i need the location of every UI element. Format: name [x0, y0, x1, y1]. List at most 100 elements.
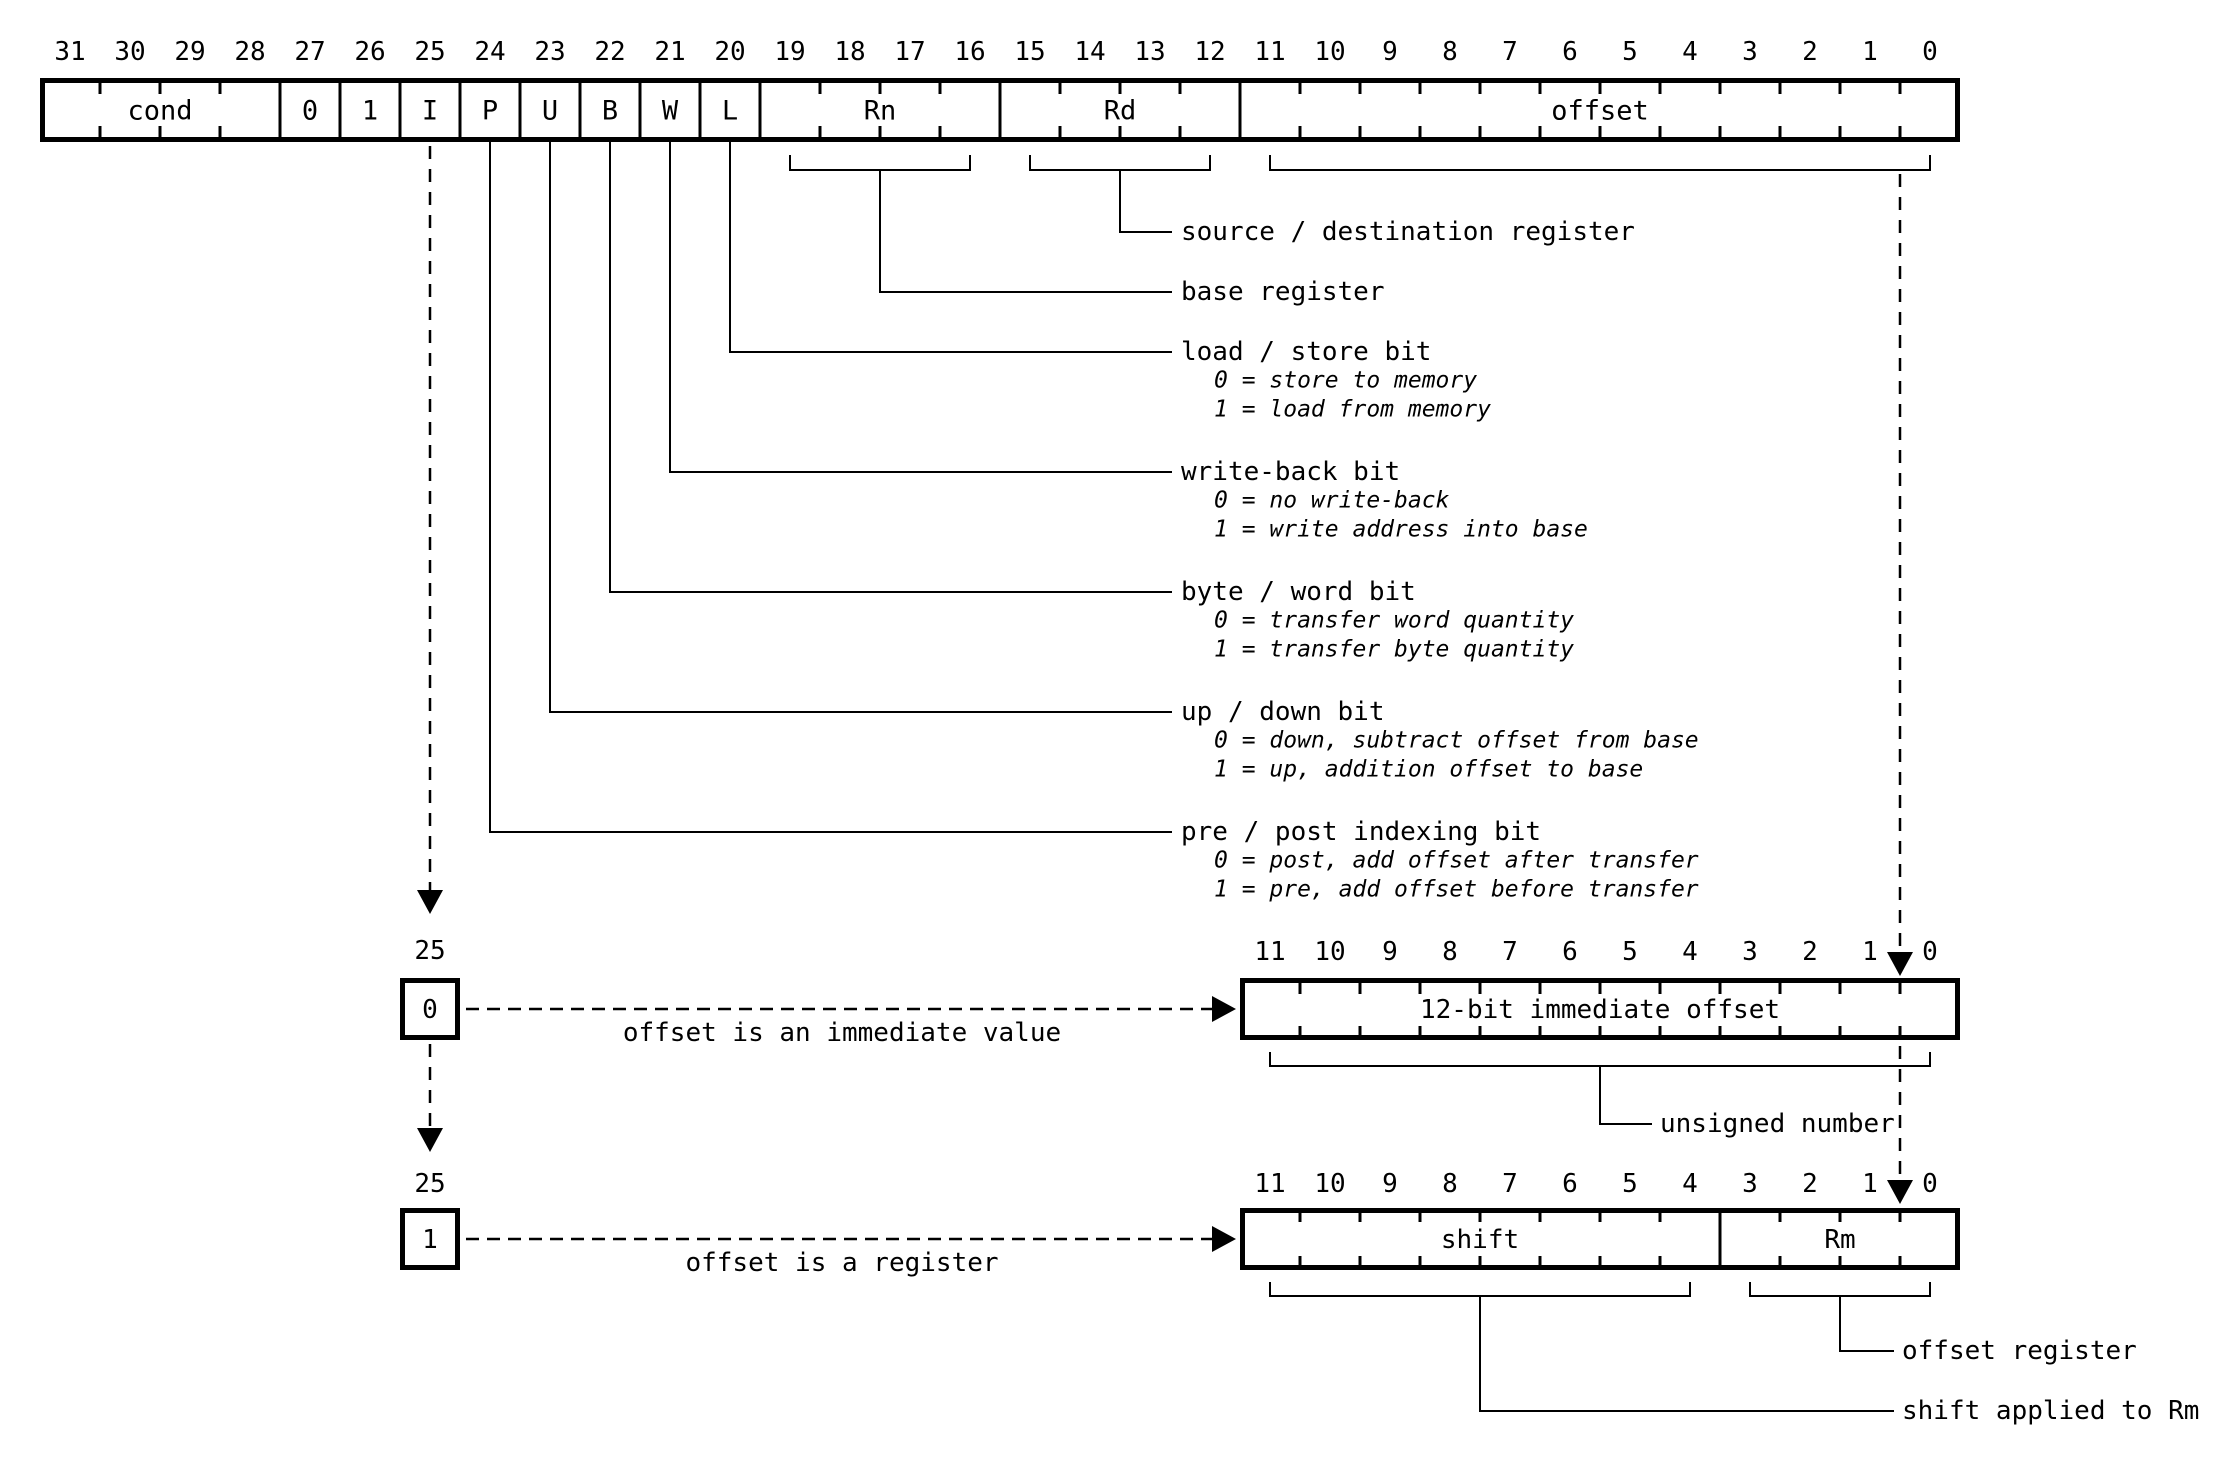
rd-bracket	[1029, 155, 1211, 171]
write-back-sub1: 1 = write address into base	[1214, 516, 1588, 543]
unsigned-number-connector	[1599, 1066, 1652, 1125]
load-store-sub0: 0 = store to memory	[1214, 367, 1478, 394]
byte-word-sub0: 0 = transfer word quantity	[1214, 607, 1575, 634]
field-bit26: 1	[361, 95, 379, 127]
immediate-box-bit-ticks	[1298, 980, 1902, 1040]
bit-number: 31	[54, 37, 86, 67]
field-bit27: 0	[301, 95, 319, 127]
immediate-bracket	[1269, 1052, 1931, 1067]
i-one-box	[400, 1208, 460, 1270]
bit-number: 2	[1802, 1169, 1818, 1199]
bit-number: 14	[1074, 37, 1106, 67]
bit-number: 5	[1622, 937, 1638, 967]
rm-field-label: Rm	[1824, 1225, 1856, 1255]
bit-number: 11	[1254, 1169, 1286, 1199]
bit-number: 0	[1922, 937, 1938, 967]
bit-number: 4	[1682, 1169, 1698, 1199]
bit-number: 7	[1502, 1169, 1518, 1199]
bit-number: 1	[1862, 37, 1878, 67]
rd-connector-line	[1119, 170, 1172, 233]
immediate-arrowhead	[1212, 996, 1236, 1022]
bit-number: 12	[1194, 37, 1226, 67]
register-bit-number-row: 11 10 9 8 7 6 5 4 3 2 1 0	[1240, 1170, 1960, 1198]
bit-number: 3	[1742, 37, 1758, 67]
bit-number: 19	[774, 37, 806, 67]
bit-number: 6	[1562, 937, 1578, 967]
bit-number: 3	[1742, 1169, 1758, 1199]
bit-number: 8	[1442, 1169, 1458, 1199]
bit-number: 5	[1622, 37, 1638, 67]
bit-number: 29	[174, 37, 206, 67]
offset-arrowhead-lower	[1887, 1180, 1913, 1204]
bit-number: 15	[1014, 37, 1046, 67]
label-base-register: base register	[1181, 277, 1385, 307]
bit-number: 11	[1254, 937, 1286, 967]
i-bit-arrowhead	[417, 890, 443, 914]
pre-post-sub0: 0 = post, add offset after transfer	[1214, 847, 1699, 874]
field-offset: offset	[1551, 95, 1649, 127]
bit-number: 9	[1382, 37, 1398, 67]
top-bit-number-row: 31 30 29 28 27 26 25 24 23 22 21 20 19 18 17 16 15 14 13 12…	[40, 38, 1960, 66]
bit-number: 21	[654, 37, 686, 67]
i-zero-box	[400, 978, 460, 1040]
bit-number: 11	[1254, 37, 1286, 67]
field-cond: cond	[127, 95, 193, 127]
bit-number: 5	[1622, 1169, 1638, 1199]
load-store-sub1: 1 = load from memory	[1214, 396, 1491, 423]
bit-number: 27	[294, 37, 326, 67]
bit-number: 18	[834, 37, 866, 67]
instruction-box-field-dividers	[278, 80, 1242, 140]
bit-number: 22	[594, 37, 626, 67]
bit-number: 13	[1134, 37, 1166, 67]
bit-number: 4	[1682, 37, 1698, 67]
field-b: B	[601, 95, 619, 127]
shift-connector-line	[1479, 1296, 1894, 1412]
l-bit-connector-line	[729, 142, 1172, 353]
b-bit-connector-line	[609, 142, 1172, 593]
bit-number: 1	[1862, 1169, 1878, 1199]
bit-number: 8	[1442, 37, 1458, 67]
rn-bracket	[789, 155, 971, 171]
rm-connector-line	[1839, 1296, 1894, 1352]
immediate-arrow-caption: offset is an immediate value	[622, 1018, 1062, 1048]
register-bit25-label: 25	[414, 1169, 446, 1199]
bit-number: 0	[1922, 1169, 1938, 1199]
bit-number: 2	[1802, 937, 1818, 967]
byte-word-sub1: 1 = transfer byte quantity	[1214, 636, 1575, 663]
shift-field-label: shift	[1440, 1225, 1520, 1255]
up-down-sub1: 1 = up, addition offset to base	[1214, 756, 1644, 783]
field-i: I	[421, 95, 439, 127]
pre-post-sub1: 1 = pre, add offset before transfer	[1214, 876, 1699, 903]
immediate-bit25-value: 0	[422, 995, 438, 1025]
unsigned-number-label: unsigned number	[1660, 1109, 1895, 1139]
p-bit-connector-line	[489, 142, 1172, 833]
bit-number: 9	[1382, 1169, 1398, 1199]
field-rd: Rd	[1103, 95, 1137, 127]
w-bit-connector-line	[669, 142, 1172, 473]
bit-number: 26	[354, 37, 386, 67]
field-p: P	[481, 95, 499, 127]
field-w: W	[661, 95, 679, 127]
bit-number: 30	[114, 37, 146, 67]
immediate-bit25-label: 25	[414, 936, 446, 966]
u-bit-connector-line	[549, 142, 1172, 713]
i-bit-arrowhead-lower	[417, 1128, 443, 1152]
bit-number: 10	[1314, 37, 1346, 67]
write-back-sub0: 0 = no write-back	[1214, 487, 1450, 514]
immediate-bit-number-row: 11 10 9 8 7 6 5 4 3 2 1 0	[1240, 938, 1960, 966]
bit-number: 4	[1682, 937, 1698, 967]
bit-number: 7	[1502, 37, 1518, 67]
bit-number: 6	[1562, 37, 1578, 67]
rn-connector-line	[879, 170, 1172, 293]
bit-number: 24	[474, 37, 506, 67]
bit-number: 9	[1382, 937, 1398, 967]
field-u: U	[541, 95, 559, 127]
offset-register-label: offset register	[1902, 1336, 2137, 1366]
bit-number: 20	[714, 37, 746, 67]
label-byte-word-bit: byte / word bit	[1181, 577, 1416, 607]
field-rn: Rn	[863, 95, 897, 127]
bit-number: 10	[1314, 937, 1346, 967]
bit-number: 2	[1802, 37, 1818, 67]
instruction-box-bit-ticks	[98, 80, 1902, 140]
